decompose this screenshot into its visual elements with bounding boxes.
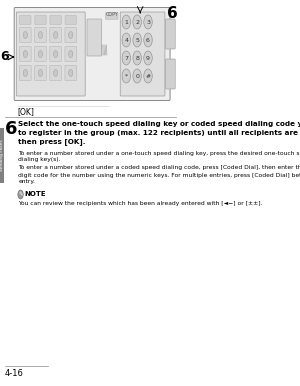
FancyBboxPatch shape (20, 27, 31, 42)
Circle shape (122, 15, 130, 29)
Text: Select the one-touch speed dialing key or coded speed dialing code you want: Select the one-touch speed dialing key o… (18, 121, 300, 127)
Text: digit code for the number using the numeric keys. For multiple entries, press [C: digit code for the number using the nume… (18, 173, 300, 178)
Circle shape (133, 69, 141, 83)
Text: to register in the group (max. 122 recipients) until all recipients are register: to register in the group (max. 122 recip… (18, 129, 300, 135)
FancyBboxPatch shape (14, 7, 170, 100)
Circle shape (18, 190, 23, 199)
Text: To enter a number stored under a coded speed dialing code, press [Coded Dial], t: To enter a number stored under a coded s… (18, 166, 300, 171)
FancyBboxPatch shape (65, 27, 76, 42)
Text: ✎: ✎ (18, 193, 23, 198)
Text: 4: 4 (124, 37, 128, 42)
FancyBboxPatch shape (50, 66, 61, 81)
Circle shape (133, 51, 141, 65)
Circle shape (133, 33, 141, 47)
FancyBboxPatch shape (50, 27, 61, 42)
FancyBboxPatch shape (35, 16, 46, 24)
Text: NOTE: NOTE (25, 191, 46, 196)
Circle shape (53, 51, 58, 58)
FancyBboxPatch shape (166, 19, 175, 49)
FancyBboxPatch shape (65, 66, 76, 81)
Circle shape (23, 69, 28, 76)
Text: 0: 0 (135, 73, 139, 78)
Text: dialing key(s).: dialing key(s). (18, 157, 61, 163)
Bar (0, 128, 4, 183)
Text: 9: 9 (146, 56, 150, 61)
FancyBboxPatch shape (65, 46, 76, 61)
Text: #: # (146, 73, 151, 78)
Circle shape (69, 32, 73, 39)
Circle shape (144, 51, 152, 65)
Text: 4-16: 4-16 (5, 369, 24, 378)
Circle shape (133, 15, 141, 29)
Text: You can review the recipients which has been already entered with [◄−] or [±±].: You can review the recipients which has … (18, 201, 262, 207)
Circle shape (122, 51, 130, 65)
FancyBboxPatch shape (35, 46, 46, 61)
Circle shape (38, 32, 43, 39)
Circle shape (144, 69, 152, 83)
Text: 1: 1 (124, 20, 128, 24)
Text: 6: 6 (4, 120, 17, 138)
Circle shape (122, 33, 130, 47)
Circle shape (23, 51, 28, 58)
FancyBboxPatch shape (87, 19, 101, 56)
Text: 6: 6 (167, 6, 178, 21)
FancyBboxPatch shape (106, 13, 118, 19)
Circle shape (69, 69, 73, 76)
FancyBboxPatch shape (35, 66, 46, 81)
Text: then press [OK].: then press [OK]. (18, 138, 86, 145)
Text: To enter a number stored under a one-touch speed dialing key, press the desired : To enter a number stored under a one-tou… (18, 151, 300, 156)
FancyBboxPatch shape (50, 16, 61, 24)
Text: 5: 5 (135, 37, 139, 42)
Circle shape (144, 33, 152, 47)
Text: Sending Faxes: Sending Faxes (0, 140, 4, 171)
FancyBboxPatch shape (65, 16, 76, 24)
Text: 2: 2 (135, 20, 139, 24)
FancyBboxPatch shape (35, 27, 46, 42)
Circle shape (23, 32, 28, 39)
Text: 6: 6 (146, 37, 150, 42)
Circle shape (122, 69, 130, 83)
FancyBboxPatch shape (20, 16, 31, 24)
Circle shape (69, 51, 73, 58)
Text: COPY: COPY (105, 12, 118, 17)
Text: 7: 7 (124, 56, 128, 61)
Text: 8: 8 (135, 56, 139, 61)
Text: *: * (125, 73, 128, 78)
FancyBboxPatch shape (120, 12, 165, 96)
Text: entry.: entry. (18, 179, 35, 185)
Circle shape (38, 51, 43, 58)
Text: 3: 3 (146, 20, 150, 24)
Text: 6: 6 (0, 51, 8, 64)
FancyBboxPatch shape (166, 59, 175, 89)
Circle shape (144, 15, 152, 29)
Circle shape (53, 69, 58, 76)
FancyBboxPatch shape (20, 46, 31, 61)
FancyBboxPatch shape (20, 66, 31, 81)
Circle shape (38, 69, 43, 76)
FancyBboxPatch shape (50, 46, 61, 61)
Text: [OK]: [OK] (17, 107, 34, 116)
FancyBboxPatch shape (16, 12, 85, 96)
Circle shape (53, 32, 58, 39)
